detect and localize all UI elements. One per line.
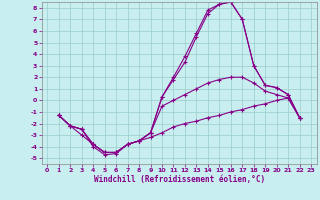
X-axis label: Windchill (Refroidissement éolien,°C): Windchill (Refroidissement éolien,°C) — [94, 175, 265, 184]
